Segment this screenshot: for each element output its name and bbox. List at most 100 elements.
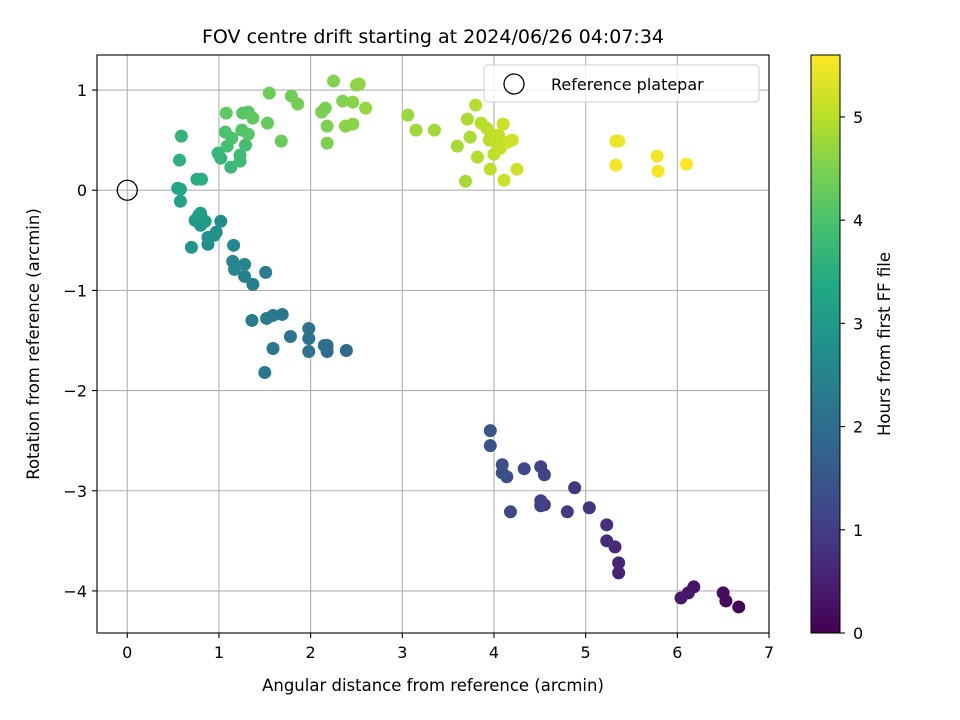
data-point (241, 127, 255, 141)
data-point (483, 162, 497, 176)
legend: Reference platepar (483, 64, 760, 103)
data-point (266, 342, 280, 356)
colorbar-tick-label: 5 (853, 108, 863, 127)
data-point (339, 344, 353, 358)
colorbar-tick-label: 4 (853, 211, 863, 230)
x-tick-label: 5 (581, 643, 591, 662)
data-point (246, 277, 260, 291)
x-tick-label: 7 (764, 643, 774, 662)
data-point (409, 123, 423, 137)
data-point (302, 331, 316, 345)
legend-entry: Reference platepar (551, 75, 704, 94)
y-tick-label: −1 (63, 281, 87, 300)
data-point (600, 518, 614, 532)
data-point (173, 194, 187, 208)
y-tick-label: 1 (77, 81, 87, 100)
data-point (505, 133, 519, 147)
data-point (318, 101, 332, 115)
data-point (651, 164, 665, 178)
data-point (227, 238, 241, 252)
data-point (171, 181, 185, 195)
data-point (238, 257, 252, 271)
y-tick-label: −2 (63, 382, 87, 401)
data-point (219, 106, 233, 120)
data-point (732, 600, 746, 614)
x-tick-label: 1 (214, 643, 224, 662)
data-point (450, 139, 464, 153)
data-point (459, 174, 473, 188)
grid (97, 55, 770, 633)
data-point (245, 313, 259, 327)
data-point (258, 366, 272, 380)
y-tick-label: −3 (63, 482, 87, 501)
legend-marker-open-circle-icon (503, 73, 525, 95)
data-point (262, 86, 276, 100)
data-point (582, 501, 596, 515)
data-point (674, 591, 688, 605)
data-point (469, 98, 483, 112)
data-point (483, 439, 497, 453)
x-tick-label: 6 (672, 643, 682, 662)
data-point (346, 95, 360, 109)
data-point (224, 160, 238, 174)
data-point (401, 108, 415, 122)
colorbar-ticks: 0 1 2 3 4 5 (840, 108, 863, 643)
data-point (320, 136, 334, 150)
colorbar-tick-label: 0 (853, 624, 863, 643)
data-point (218, 125, 232, 139)
data-point (214, 214, 228, 228)
data-point (609, 158, 623, 172)
data-point (427, 123, 441, 137)
data-point (184, 240, 198, 254)
data-point (568, 481, 582, 495)
data-point (359, 101, 373, 115)
data-point (194, 206, 208, 220)
colorbar-label: Hours from first FF file (875, 252, 894, 436)
data-point (261, 116, 275, 130)
data-point (534, 494, 548, 508)
data-point (173, 153, 187, 167)
data-point (503, 505, 517, 519)
data-point (600, 534, 614, 548)
data-point (211, 146, 225, 160)
legend-box (483, 64, 760, 103)
plot-frame (96, 54, 770, 634)
x-tick-label: 4 (489, 643, 499, 662)
data-point (612, 134, 626, 148)
data-point (470, 150, 484, 164)
data-point (517, 462, 531, 476)
data-point (274, 134, 288, 148)
y-axis-ticks: 1 0 −1 −2 −3 −4 (63, 81, 97, 601)
data-point (239, 138, 253, 152)
colorbar-tick-label: 3 (853, 314, 863, 333)
data-point (460, 112, 474, 126)
y-tick-label: −4 (63, 582, 87, 601)
data-point (679, 157, 693, 171)
data-point (174, 129, 188, 143)
x-tick-label: 3 (397, 643, 407, 662)
data-point (483, 424, 497, 438)
data-point (233, 148, 247, 162)
data-point (226, 254, 240, 268)
data-point (327, 74, 341, 88)
data-point (336, 94, 350, 108)
data-point (317, 339, 331, 353)
chart-title: FOV centre drift starting at 2024/06/26 … (202, 26, 664, 48)
data-point (463, 130, 477, 144)
data-point (650, 149, 664, 163)
data-point (496, 117, 510, 131)
data-point (352, 77, 366, 91)
data-point (320, 119, 334, 133)
data-point (495, 458, 509, 472)
x-axis-label: Angular distance from reference (arcmin) (262, 676, 604, 695)
data-point (497, 173, 511, 187)
data-point (716, 586, 730, 600)
data-point (238, 269, 252, 283)
y-axis-label: Rotation from reference (arcmin) (24, 208, 43, 480)
data-point (492, 128, 506, 142)
data-point (246, 111, 260, 125)
x-tick-label: 0 (122, 643, 132, 662)
data-point (346, 117, 360, 131)
reference-platepar-marker (116, 179, 138, 201)
